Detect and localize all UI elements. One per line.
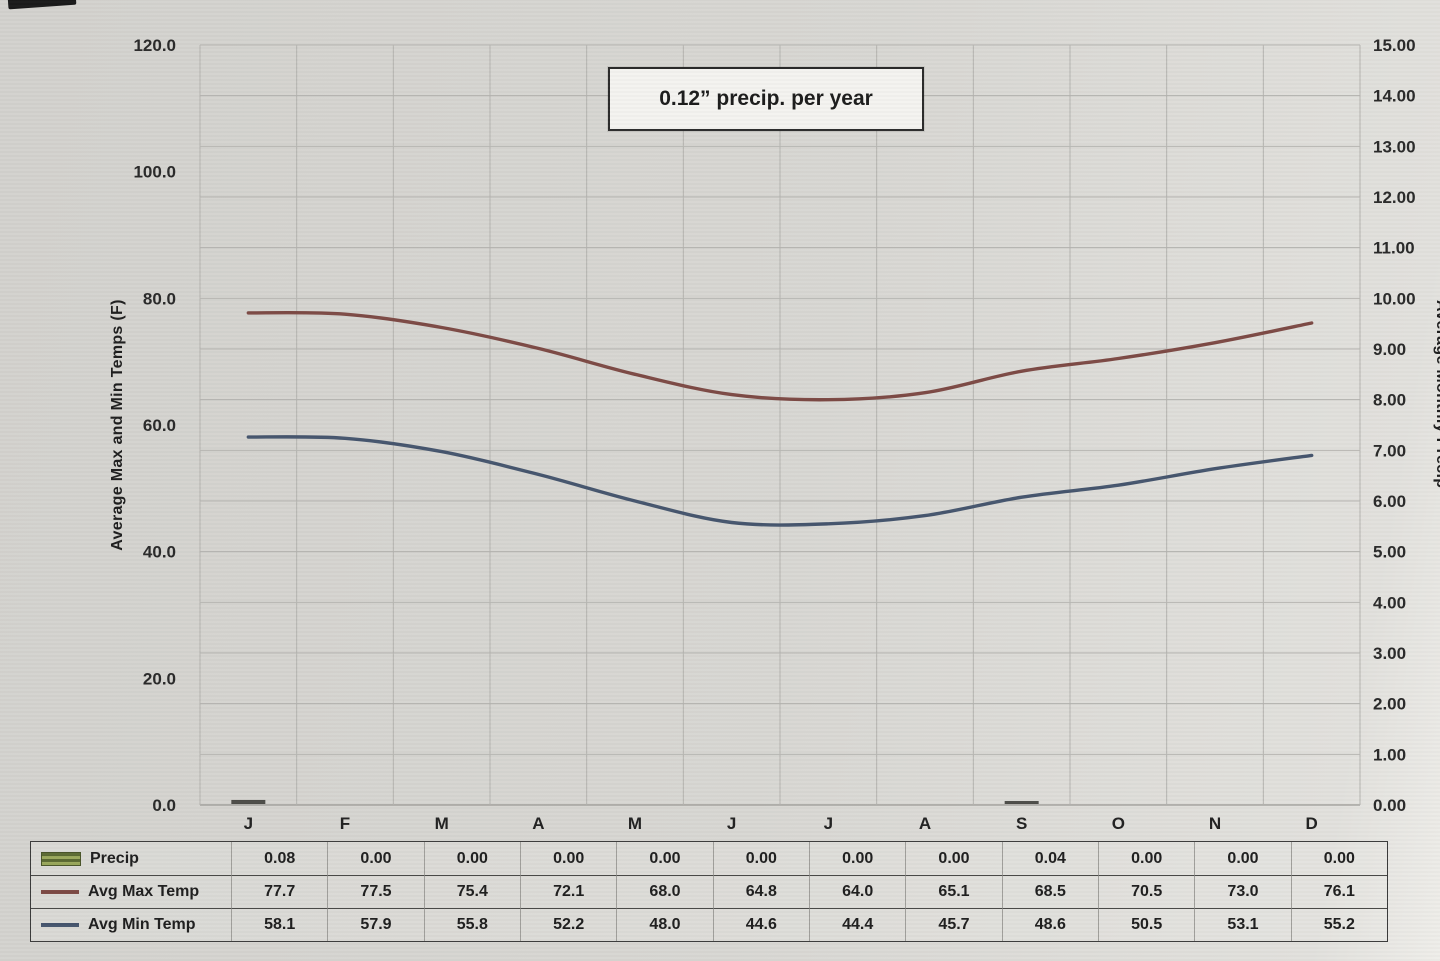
x-axis-month-label: F bbox=[340, 814, 350, 833]
climate-chart: 0.00 1.00 2.00 3.00 4.00 5.00 6.00 7.00 8.00 9.00… bbox=[109, 36, 1440, 833]
right-axis-tick: 2.00 bbox=[1373, 695, 1406, 714]
table-cell-value: 0.00 bbox=[520, 842, 616, 875]
table-cell-value: 76.1 bbox=[1290, 875, 1387, 908]
x-axis-month-label: N bbox=[1209, 814, 1221, 833]
left-axis-tick: 60.0 bbox=[143, 416, 176, 435]
left-axis-tick: 20.0 bbox=[143, 669, 176, 688]
table-cell-value: 68.5 bbox=[1001, 875, 1098, 908]
legend-row-label: Avg Min Temp bbox=[31, 908, 231, 941]
table-cell-value: 52.2 bbox=[520, 908, 617, 941]
right-axis-tick: 14.00 bbox=[1373, 87, 1416, 106]
table-cell-value: 55.8 bbox=[423, 908, 520, 941]
precip-bar bbox=[1004, 801, 1039, 804]
right-axis-tick: 5.00 bbox=[1373, 543, 1406, 562]
precip-legend-swatch-icon bbox=[41, 851, 81, 866]
x-axis-month-label: O bbox=[1112, 814, 1125, 833]
table-cell-value: 45.7 bbox=[905, 908, 1002, 941]
table-cell-value: 0.00 bbox=[1194, 842, 1290, 875]
table-cell-value: 73.0 bbox=[1194, 875, 1291, 908]
table-cell-value: 0.00 bbox=[327, 842, 423, 875]
x-axis-month-label: M bbox=[435, 814, 449, 833]
right-axis-tick: 15.00 bbox=[1373, 36, 1416, 55]
table-cell-value: 64.8 bbox=[712, 875, 809, 908]
table-cell-value: 0.00 bbox=[1290, 842, 1387, 875]
left-axis-tick: 120.0 bbox=[133, 36, 176, 55]
table-cell-value: 0.00 bbox=[712, 842, 809, 875]
legend-label-text: Avg Max Temp bbox=[88, 883, 200, 900]
table-cell-value: 53.1 bbox=[1194, 908, 1291, 941]
table-cell-value: 65.1 bbox=[905, 875, 1002, 908]
x-axis-month-label: J bbox=[727, 814, 736, 833]
table-cell-value: 64.0 bbox=[809, 875, 906, 908]
chart-annotation-text: 0.12” precip. per year bbox=[659, 87, 873, 110]
chart-annotation-box: 0.12” precip. per year bbox=[608, 67, 924, 131]
right-axis-tick: 4.00 bbox=[1373, 593, 1406, 612]
x-axis-month-label: A bbox=[919, 814, 931, 833]
precip-bar bbox=[231, 799, 266, 804]
right-axis-tick: 8.00 bbox=[1373, 391, 1406, 410]
table-cell-value: 77.5 bbox=[327, 875, 424, 908]
table-cell-value: 44.4 bbox=[809, 908, 906, 941]
left-axis-tick: 0.0 bbox=[152, 796, 176, 815]
legend-label-text: Avg Min Temp bbox=[88, 916, 196, 933]
right-axis-tick: 3.00 bbox=[1373, 644, 1406, 663]
table-cell-value: 0.00 bbox=[616, 842, 712, 875]
right-axis-tick: 7.00 bbox=[1373, 441, 1406, 460]
avg-min-temp-line-swatch-icon bbox=[41, 923, 79, 927]
right-axis-tick: 12.00 bbox=[1373, 188, 1416, 207]
legend-row-label: Precip bbox=[31, 842, 231, 875]
table-cell-value: 58.1 bbox=[231, 908, 328, 941]
table-cell-value: 77.7 bbox=[231, 875, 328, 908]
table-cell-value: 0.00 bbox=[809, 842, 905, 875]
x-axis-month-label: A bbox=[532, 814, 544, 833]
table-cell-value: 48.6 bbox=[1001, 908, 1098, 941]
table-cell-value: 50.5 bbox=[1098, 908, 1195, 941]
avg-max-temp-line-swatch-icon bbox=[41, 890, 79, 894]
right-axis-tick: 6.00 bbox=[1373, 492, 1406, 511]
x-axis-month-label: M bbox=[628, 814, 642, 833]
left-axis-tick: 100.0 bbox=[133, 163, 176, 182]
legend-row-label: Avg Max Temp bbox=[31, 875, 231, 908]
avg-max-temp-line bbox=[246, 310, 1314, 402]
table-cell-value: 0.08 bbox=[231, 842, 327, 875]
table-cell-value: 57.9 bbox=[327, 908, 424, 941]
chart-tick-labels: 0.00 1.00 2.00 3.00 4.00 5.00 6.00 7.00 8.00 9.00… bbox=[133, 36, 1415, 833]
chart-series bbox=[231, 310, 1314, 804]
right-axis-tick: 11.00 bbox=[1373, 239, 1415, 258]
x-axis-month-label: S bbox=[1016, 814, 1027, 833]
right-axis-tick: 13.00 bbox=[1373, 137, 1416, 156]
table-cell-value: 0.00 bbox=[423, 842, 520, 875]
chart-gridlines bbox=[199, 44, 1361, 806]
table-cell-value: 72.1 bbox=[520, 875, 617, 908]
table-cell-value: 55.2 bbox=[1290, 908, 1387, 941]
table-cell-value: 48.0 bbox=[616, 908, 713, 941]
legend-label-text: Precip bbox=[90, 849, 139, 867]
left-axis-tick: 40.0 bbox=[143, 543, 176, 562]
right-axis-tick: 10.00 bbox=[1373, 289, 1416, 308]
x-axis-month-label: D bbox=[1306, 814, 1318, 833]
table-cell-value: 0.00 bbox=[1098, 842, 1194, 875]
table-cell-value: 0.00 bbox=[905, 842, 1001, 875]
left-axis-label: Average Max and Min Temps (F) bbox=[109, 299, 126, 550]
right-axis-tick: 9.00 bbox=[1373, 340, 1406, 359]
table-cell-value: 0.04 bbox=[1001, 842, 1098, 875]
avg-min-temp-line bbox=[246, 435, 1314, 527]
data-table: Precip 0.08 0.00 0.00 0.00 0.00 0.00 0.00 0.00 0.… bbox=[30, 841, 1388, 942]
table-cell-value: 68.0 bbox=[616, 875, 713, 908]
right-axis-tick: 1.00 bbox=[1373, 745, 1406, 764]
left-axis-tick: 80.0 bbox=[143, 289, 176, 308]
table-cell-value: 70.5 bbox=[1098, 875, 1195, 908]
table-cell-value: 75.4 bbox=[423, 875, 520, 908]
right-axis-tick: 0.00 bbox=[1373, 796, 1406, 815]
right-axis-label: Average Monthly Precip bbox=[1433, 300, 1440, 488]
table-cell-value: 44.6 bbox=[712, 908, 809, 941]
x-axis-month-label: J bbox=[824, 814, 833, 833]
x-axis-month-label: J bbox=[244, 814, 253, 833]
